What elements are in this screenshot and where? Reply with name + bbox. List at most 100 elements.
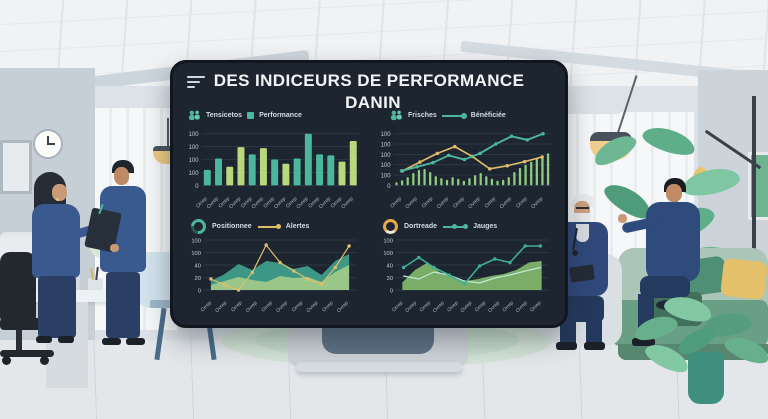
man-hand (110, 244, 119, 252)
legend-label: Alertes (285, 223, 310, 230)
office-chair-base (0, 350, 54, 357)
svg-text:Orrep: Orrep (515, 196, 529, 210)
svg-text:Orrep: Orrep (321, 300, 334, 313)
woman-face (52, 184, 67, 201)
elderly-shin (586, 318, 602, 344)
office-chair (0, 252, 36, 326)
svg-text:100: 100 (189, 158, 200, 164)
svg-text:Ovrep: Ovrep (467, 196, 481, 210)
svg-text:Ovrep: Ovrep (214, 300, 228, 314)
svg-text:Orrep: Orrep (230, 300, 243, 313)
header-legend-right: Frisches Bénéficiée (389, 110, 506, 121)
svg-text:100: 100 (381, 173, 392, 179)
dashboard-screen: DES INDICEURS DE PERFORMANCE DANIN Tensi… (170, 60, 568, 328)
chart-panel-bar: 100 100 100 100 0 Orrep Ovrep Orrep Ovrep Orrep Ov… (181, 127, 363, 224)
sitting-man-hand (618, 214, 627, 223)
man-legs (106, 272, 140, 338)
svg-text:100: 100 (191, 238, 201, 244)
plant-pot (688, 352, 724, 404)
svg-text:100: 100 (381, 142, 392, 148)
pendant-lamp-cap (153, 146, 181, 152)
floor-lamp-pole (752, 96, 756, 340)
svg-text:Ovrep: Ovrep (499, 196, 513, 210)
legend-label: Frisches (408, 112, 437, 119)
man-shoe (126, 338, 145, 345)
svg-text:100: 100 (381, 163, 392, 169)
donut-gauge-icon (383, 219, 398, 234)
svg-text:Orrep: Orrep (291, 300, 304, 313)
svg-text:100: 100 (189, 132, 200, 138)
panel-legend: Positionnee Alertes (187, 215, 363, 238)
screen-stand-base (296, 362, 462, 372)
svg-text:Orrep: Orrep (452, 196, 466, 210)
bar-chart: 1001001001000OrrepOvrepOrrepOvrepOrrepOv… (189, 132, 359, 210)
dashboard-title-line2: DANIN (345, 93, 401, 112)
chart-panel-combo: 100 100 100 100 100 0 Orrep Ovrep Orrep Ovrep Orre… (373, 127, 555, 224)
svg-text:Ovrep: Ovrep (228, 196, 242, 210)
menu-icon[interactable] (187, 76, 205, 91)
legend-label: Dortreade (404, 223, 438, 230)
svg-text:Ovrep: Ovrep (340, 196, 354, 210)
office-chair-pole (16, 330, 22, 352)
woman-shoe (58, 336, 74, 343)
chair-wheel (2, 356, 11, 365)
elderly-shoe (584, 342, 605, 350)
legend-swatch-teal-line (443, 223, 469, 229)
svg-text:Orrep: Orrep (529, 300, 542, 313)
svg-text:Ovrep: Ovrep (251, 196, 265, 210)
legend-label: Performance (259, 112, 302, 119)
svg-text:Ovrep: Ovrep (487, 300, 501, 314)
legend-label: Tensicetos (206, 112, 243, 119)
elderly-shin (560, 318, 576, 344)
sitting-man (618, 178, 722, 352)
svg-text:Orrep: Orrep (446, 300, 459, 313)
svg-text:Orrep: Orrep (421, 196, 435, 210)
svg-text:Ovrep: Ovrep (273, 196, 287, 210)
legend-label: Bénéficiée (470, 112, 506, 119)
elderly-shoe (556, 342, 577, 350)
svg-text:100: 100 (191, 251, 201, 257)
svg-text:Ovrep: Ovrep (275, 300, 289, 314)
wall-clock (33, 129, 63, 159)
svg-text:Orrep: Orrep (502, 300, 515, 313)
glasses (576, 207, 589, 209)
svg-text:20: 20 (195, 276, 201, 282)
leaf (721, 332, 768, 368)
svg-text:100: 100 (381, 153, 392, 159)
stethoscope-chestpiece (572, 250, 578, 256)
shirt-collar (576, 224, 589, 242)
svg-text:40: 40 (195, 263, 201, 269)
svg-text:Ovrep: Ovrep (296, 196, 310, 210)
svg-text:Ovrep: Ovrep (245, 300, 259, 314)
people-icon (188, 110, 200, 121)
svg-text:Ovrep: Ovrep (460, 300, 474, 314)
sitting-man-face (666, 184, 682, 202)
legend-label: Positionnee (212, 223, 252, 230)
svg-text:Orrep: Orrep (419, 300, 432, 313)
front-plant (628, 292, 768, 419)
legend-label: Jauges (473, 223, 498, 230)
standing-woman (26, 172, 102, 352)
svg-text:100: 100 (189, 171, 200, 177)
svg-text:100: 100 (189, 145, 200, 151)
man-shoe (102, 338, 121, 345)
svg-text:Ovrep: Ovrep (436, 196, 450, 210)
pendant-lamp-cord (167, 118, 169, 150)
header-legend-left: Tensicetos Performance (187, 110, 302, 121)
svg-text:Orrep: Orrep (261, 300, 274, 313)
svg-text:0: 0 (390, 288, 393, 294)
chair-wheel (40, 356, 49, 365)
svg-text:Ovrep: Ovrep (530, 196, 544, 210)
svg-text:0: 0 (387, 184, 391, 190)
svg-text:0: 0 (195, 184, 199, 190)
svg-text:Ovrep: Ovrep (432, 300, 446, 314)
svg-text:30: 30 (387, 276, 393, 282)
svg-text:Ovrep: Ovrep (306, 300, 320, 314)
svg-text:Ovrep: Ovrep (318, 196, 332, 210)
chart-panel-area-line: Dortreade Jauges 100 100 40 30 0 Orrep Ovrep Or… (373, 219, 555, 327)
svg-text:Orrep: Orrep (474, 300, 487, 313)
svg-text:40: 40 (387, 263, 393, 269)
legend-swatch-linedot (441, 112, 467, 119)
sitting-man-torso (646, 202, 700, 282)
